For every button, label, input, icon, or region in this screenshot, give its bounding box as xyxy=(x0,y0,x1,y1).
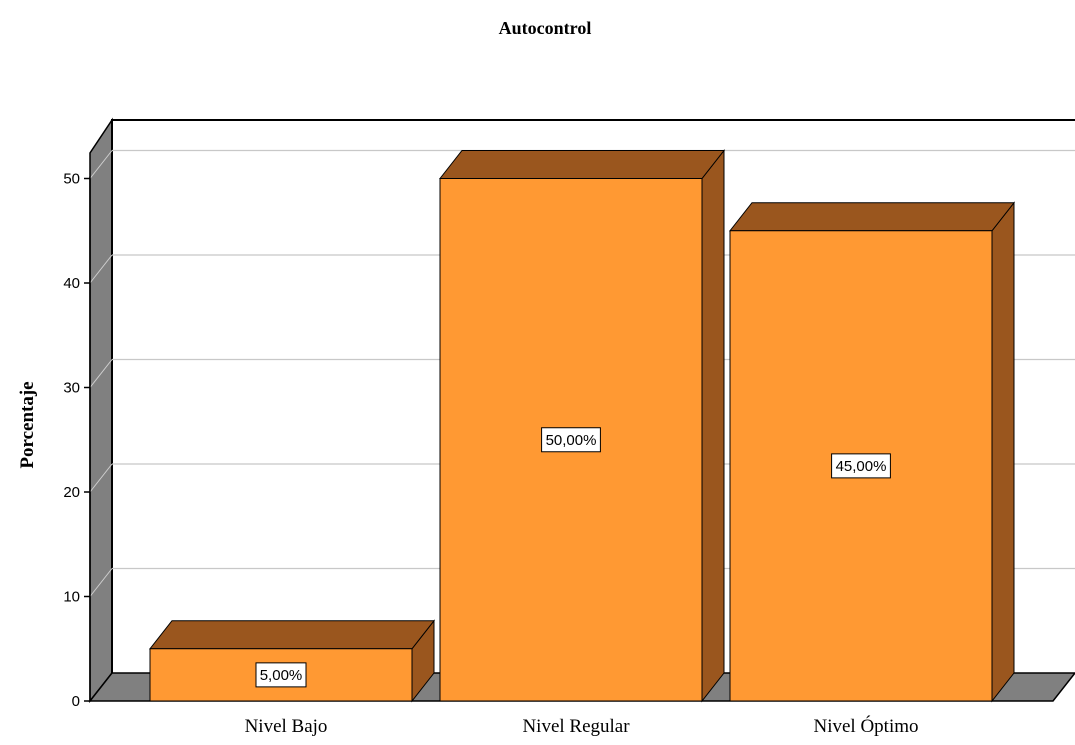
grid-line-wall xyxy=(89,568,113,597)
y-tick-label: 30 xyxy=(63,380,80,397)
y-tick-label: 0 xyxy=(72,693,80,710)
grid-line-wall xyxy=(89,150,113,179)
x-tick-label: Nivel Regular xyxy=(522,716,630,737)
data-label-box xyxy=(255,662,307,688)
left-wall xyxy=(89,117,113,704)
data-label-text: 45,00% xyxy=(836,458,887,475)
y-tick-label: 40 xyxy=(63,275,80,292)
x-axis-labels: Nivel Bajo Nivel Regular Nivel Óptimo xyxy=(245,715,919,737)
grid-line-wall xyxy=(89,463,113,493)
data-label: 5,00% xyxy=(255,662,307,688)
data-label-box xyxy=(541,427,601,453)
bar xyxy=(148,619,436,703)
y-axis-ticks: 0 10 20 30 40 50 xyxy=(63,171,91,710)
y-tick-label: 10 xyxy=(63,589,80,606)
data-labels: 5,00% 50,00% 45,00% xyxy=(255,427,891,688)
data-label-text: 5,00% xyxy=(260,667,303,684)
data-label: 45,00% xyxy=(831,453,891,479)
bar-top xyxy=(438,150,726,179)
bars xyxy=(148,149,1016,703)
y-axis-label: Porcentaje xyxy=(17,381,38,468)
bar xyxy=(728,201,1016,703)
bar-top xyxy=(148,620,436,650)
bar xyxy=(438,149,726,703)
data-label-box xyxy=(831,453,891,479)
bar-side xyxy=(991,201,1015,703)
y-tick-label: 20 xyxy=(63,484,80,501)
chart-title: Autocontrol xyxy=(499,18,592,38)
bar-top xyxy=(728,202,1016,232)
x-tick-label: Nivel Óptimo xyxy=(813,715,918,737)
x-tick-label: Nivel Bajo xyxy=(245,716,328,737)
bar-side xyxy=(701,149,725,703)
y-tick-label: 50 xyxy=(63,171,80,188)
data-label-text: 50,00% xyxy=(546,432,597,449)
back-wall-edge xyxy=(111,119,1075,673)
grid-line-wall xyxy=(89,254,113,284)
data-label: 50,00% xyxy=(541,427,601,453)
grid-line-wall xyxy=(89,359,113,388)
